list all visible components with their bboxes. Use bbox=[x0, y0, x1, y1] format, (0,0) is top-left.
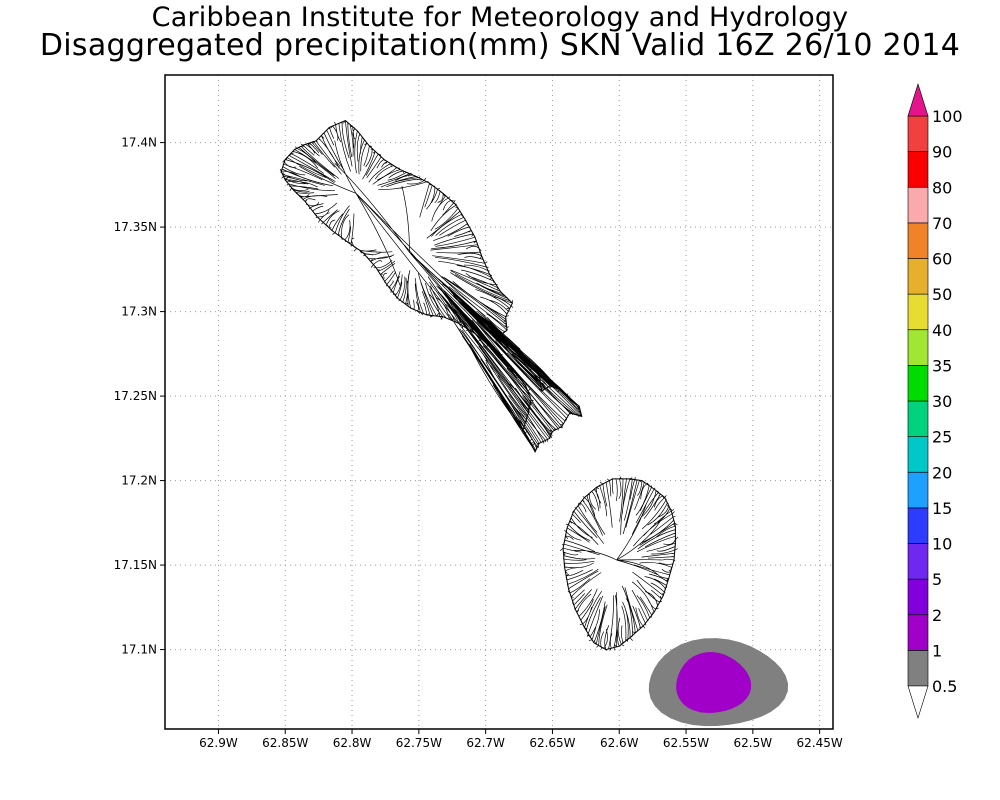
colorbar-label: 100 bbox=[932, 107, 963, 126]
colorbar-label: 80 bbox=[932, 178, 952, 197]
colorbar-label: 90 bbox=[932, 143, 952, 162]
colorbar-swatch bbox=[907, 507, 929, 544]
colorbar-swatch bbox=[907, 650, 929, 687]
island-coastlines bbox=[279, 120, 679, 651]
x-tick-label: 62.5W bbox=[734, 736, 773, 750]
colorbar-label: 50 bbox=[932, 285, 952, 304]
colorbar-swatch bbox=[907, 329, 929, 366]
colorbar-swatch bbox=[907, 187, 929, 224]
x-tick-label: 62.8W bbox=[333, 736, 372, 750]
colorbar-swatch bbox=[907, 578, 929, 615]
precip-contour-2mm bbox=[676, 652, 752, 713]
axis-ticks: 62.9W 62.85W 62.8W 62.75W 62.7W 62.65W 62.6W 62… bbox=[114, 136, 843, 750]
colorbar-label: 40 bbox=[932, 321, 952, 340]
colorbar-swatch bbox=[907, 365, 929, 402]
colorbar-swatch bbox=[907, 471, 929, 509]
colorbar-swatch bbox=[907, 400, 929, 437]
colorbar-min-triangle bbox=[907, 685, 929, 720]
colorbar-swatch bbox=[907, 151, 929, 188]
y-tick-label: 17.25N bbox=[114, 389, 157, 403]
y-tick-label: 17.35N bbox=[114, 220, 157, 234]
colorbar-swatch bbox=[907, 436, 929, 473]
y-tick-label: 17.3N bbox=[121, 305, 157, 319]
colorbar-label: 5 bbox=[932, 570, 942, 589]
map-frame bbox=[164, 74, 834, 730]
colorbar-label: 25 bbox=[932, 428, 952, 447]
x-tick-label: 62.75W bbox=[396, 736, 442, 750]
title-institute: Caribbean Institute for Meteorology and … bbox=[151, 2, 849, 33]
colorbar-label: 10 bbox=[932, 535, 952, 554]
colorbar-label: 1 bbox=[932, 641, 942, 660]
y-tick-label: 17.4N bbox=[121, 136, 157, 150]
title-product: Disaggregated precipitation(mm) SKN Vali… bbox=[39, 28, 961, 63]
colorbar-label: 35 bbox=[932, 356, 952, 375]
colorbar-label: 2 bbox=[932, 606, 942, 625]
y-tick-label: 17.15N bbox=[114, 558, 157, 572]
colorbar-swatch bbox=[907, 293, 929, 331]
y-tick-label: 17.1N bbox=[121, 643, 157, 657]
map-background bbox=[165, 75, 833, 729]
x-tick-label: 62.55W bbox=[663, 736, 709, 750]
colorbar-label: 30 bbox=[932, 392, 952, 411]
colorbar-swatch bbox=[907, 115, 929, 152]
drainage-lines bbox=[279, 120, 583, 453]
y-tick-label: 17.2N bbox=[121, 474, 157, 488]
colorbar-label: 0.5 bbox=[932, 677, 957, 696]
x-tick-label: 62.45W bbox=[797, 736, 843, 750]
x-tick-label: 62.6W bbox=[600, 736, 639, 750]
colorbar-label: 20 bbox=[932, 463, 952, 482]
colorbar-label: 60 bbox=[932, 250, 952, 269]
x-tick-label: 62.85W bbox=[262, 736, 308, 750]
colorbar-label: 15 bbox=[932, 499, 952, 518]
colorbar-max-triangle bbox=[907, 82, 929, 117]
island-st-kitts bbox=[279, 120, 583, 454]
colorbar-swatch bbox=[907, 222, 929, 259]
x-tick-label: 62.7W bbox=[466, 736, 505, 750]
x-tick-label: 62.65W bbox=[529, 736, 575, 750]
title-block: Caribbean Institute for Meteorology and … bbox=[0, 0, 1000, 63]
island-nevis bbox=[560, 476, 679, 651]
precipitation-field bbox=[648, 638, 788, 727]
colorbar-swatch bbox=[907, 258, 929, 295]
colorbar-swatch bbox=[907, 543, 929, 580]
drainage-lines bbox=[560, 476, 679, 651]
colorbar-label: 70 bbox=[932, 214, 952, 233]
x-tick-label: 62.9W bbox=[199, 736, 238, 750]
colorbar-swatch bbox=[907, 614, 929, 651]
